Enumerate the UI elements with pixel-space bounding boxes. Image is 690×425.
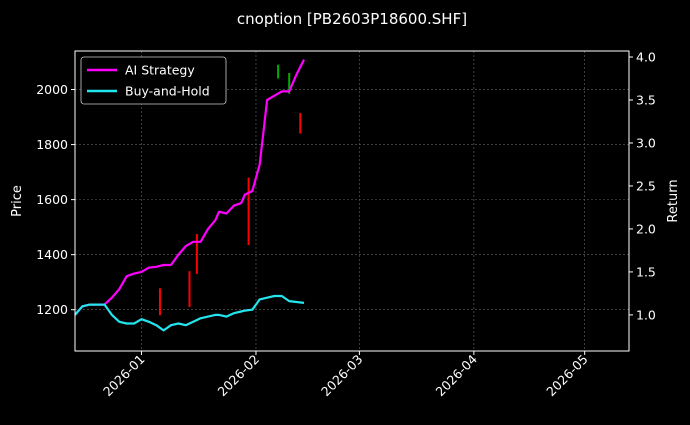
grid	[75, 51, 629, 351]
y-tick-label: 1400	[36, 247, 68, 262]
ai-strategy-line	[74, 59, 305, 316]
buy-and-hold-line	[74, 294, 305, 332]
series-lines	[74, 59, 305, 332]
y-tick-label: 1200	[36, 302, 68, 317]
y2-tick-label: 3.0	[636, 135, 656, 150]
legend: AI Strategy Buy-and-Hold	[80, 56, 227, 105]
y-tick-label: 1600	[36, 192, 68, 207]
legend-label-buy-and-hold: Buy-and-Hold	[125, 84, 210, 99]
y2-tick-label: 1.5	[636, 264, 656, 279]
y2-axis-label: Return	[666, 179, 681, 222]
y2-tick-label: 1.0	[636, 307, 656, 322]
y-axis-label: Price	[10, 185, 25, 217]
y2-tick-label: 2.5	[636, 178, 656, 193]
y-axis-right: 1.0 1.5 2.0 2.5 3.0 3.5 4.0	[629, 50, 656, 322]
y2-tick-label: 3.5	[636, 92, 656, 107]
y2-tick-label: 2.0	[636, 221, 656, 236]
y-tick-label: 1800	[36, 137, 68, 152]
chart-title: cnoption [PB2603P18600.SHF]	[237, 10, 467, 28]
y-axis-left: 1200 1400 1600 1800 2000	[36, 82, 75, 317]
y-tick-label: 2000	[36, 82, 68, 97]
legend-label-ai-strategy: AI Strategy	[125, 63, 195, 78]
plot-frame	[74, 50, 630, 352]
candles	[158, 64, 302, 316]
y2-tick-label: 4.0	[636, 50, 656, 65]
legend-box	[80, 56, 227, 105]
